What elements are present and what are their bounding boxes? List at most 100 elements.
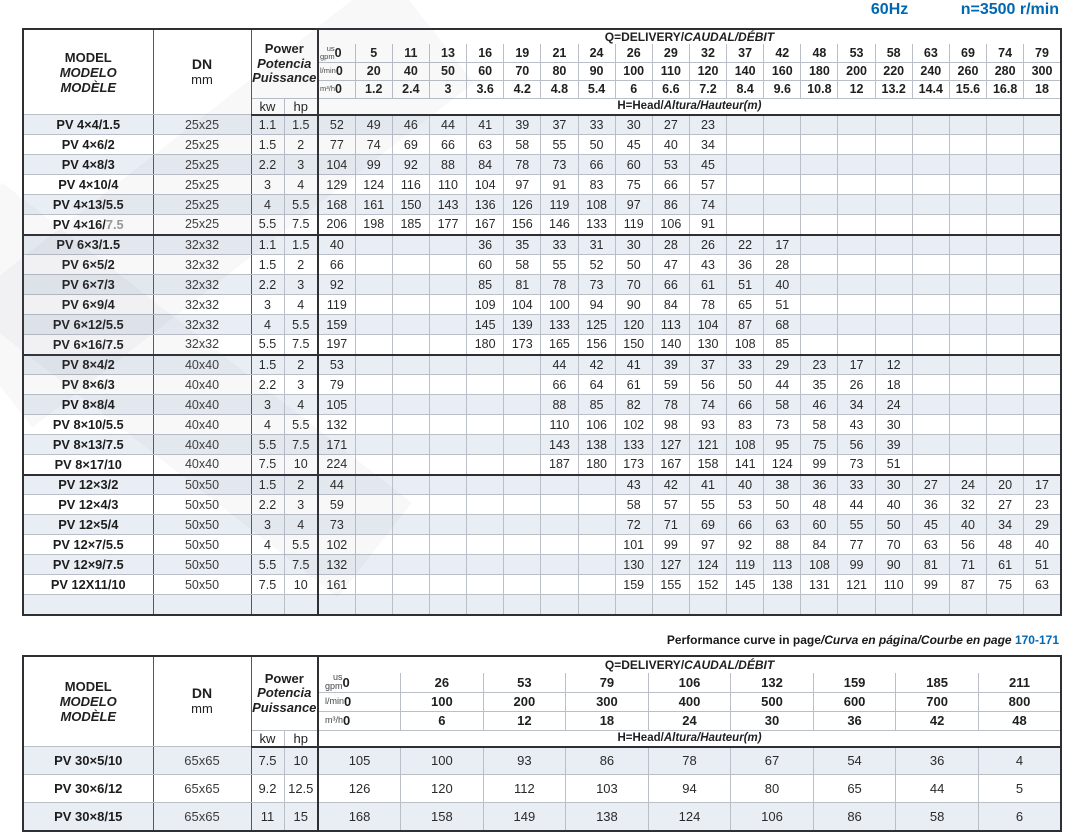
flow-unit-cell: m³/h 0 [317,80,356,99]
kw-cell: 1.5 [250,254,285,275]
head-value-cell: 50 [874,514,913,535]
head-value-cell: 106 [651,214,690,236]
head-value-cell: 75 [614,174,653,195]
head-value-cell: 158 [400,802,484,832]
dn-column-header: DN mm [152,28,252,115]
head-value-cell: 143 [428,194,468,215]
head-value-cell [948,154,988,175]
head-value-cell [354,474,393,495]
head-value-cell: 24 [874,394,913,415]
table-row: PV 12×3/2 50x50 1.5 2 44 43 42 41 40 38 36 33 30 27 24… [22,474,1062,495]
head-value-cell: 86 [812,802,897,832]
flow-value-cell: 200 [837,62,876,81]
flow-value-cell: 6 [614,80,653,99]
head-value-cell: 104 [317,154,356,175]
head-value-cell: 84 [651,294,690,315]
head-value-cell [800,194,839,215]
head-value-cell [948,434,988,455]
head-value-cell: 138 [577,434,616,455]
head-value-cell [428,354,468,375]
kw-cell: 5.5 [250,434,285,455]
flow-value-cell: 53 [482,673,567,693]
model-cell: PV 12×5/4 [22,514,154,535]
flow-value-cell: 300 [565,692,649,712]
head-value-cell: 102 [317,534,356,555]
head-value-cell: 66 [651,274,690,295]
flow-value-cell: 24 [577,44,616,63]
delivery-header: Q=DELIVERY/CAUDAL/DÉBIT [317,655,1062,673]
head-value-cell [726,174,765,195]
head-value-cell: 68 [763,314,802,335]
head-value-cell: 94 [647,774,732,803]
head-value-cell: 57 [688,174,728,195]
head-value-cell [763,594,802,616]
head-value-cell: 159 [317,314,356,335]
hp-cell: 10 [283,574,320,595]
head-value-cell [1023,414,1062,435]
head-value-cell [428,514,468,535]
table-row: PV 6×7/3 32x32 2.2 3 92 85 81 78 73 70 66 61 51 40 [22,274,1062,295]
head-value-cell [354,374,393,395]
head-value-cell: 73 [763,414,802,435]
table-row: PV 8×4/2 40x40 1.5 2 53 44 42 41 39 37 33 29 23 17 12 [22,354,1062,375]
head-value-cell [1023,174,1062,195]
head-value-cell [466,354,505,375]
head-value-cell: 27 [911,474,950,495]
head-value-cell: 55 [837,514,876,535]
head-value-cell: 63 [911,534,950,555]
head-value-cell: 55 [540,134,579,155]
hp-cell: 1.5 [283,234,320,255]
head-value-cell [540,494,579,515]
kw-cell: 2.2 [250,494,285,515]
flow-value-cell: 79 [565,673,649,693]
head-value-cell [428,254,468,275]
flow-value-cell: 159 [812,673,897,693]
head-value-cell: 55 [688,494,728,515]
head-value-cell: 168 [317,802,402,832]
head-value-cell: 130 [688,334,728,356]
flow-unit-cell: l/min 0 [317,62,356,81]
head-value-cell: 67 [730,746,814,775]
head-value-cell: 33 [540,234,579,255]
head-value-cell [986,294,1025,315]
dn-cell: 32x32 [152,274,252,295]
model-cell: PV 6×12/5.5 [22,314,154,335]
head-value-cell [540,514,579,535]
hp-cell: 7.5 [283,214,320,236]
flow-value-cell: 400 [647,692,732,712]
head-value-cell: 58 [503,134,542,155]
model-cell: PV 6×3/1.5 [22,234,154,255]
head-value-cell: 150 [391,194,430,215]
head-value-cell [428,574,468,595]
pages-link[interactable]: 170-171 [1014,633,1059,647]
head-value-cell: 34 [837,394,876,415]
head-value-cell: 104 [466,174,505,195]
head-value-cell: 45 [614,134,653,155]
head-value-cell: 197 [317,334,356,356]
head-value-cell: 173 [614,454,653,476]
flow-value-cell: 6.6 [651,80,690,99]
flow-value-cell: 24 [647,711,732,731]
head-value-cell: 44 [895,774,979,803]
head-value-cell: 31 [577,234,616,255]
head-value-cell: 88 [428,154,468,175]
head-header: H=Head/Altura/Hauteur(m) [317,729,1062,748]
flow-value-cell: 4.8 [540,80,579,99]
head-value-cell [391,494,430,515]
flow-value-cell: 18 [1023,80,1062,99]
hp-cell: 4 [283,514,320,535]
head-value-cell: 167 [466,214,505,236]
head-value-cell: 90 [874,554,913,575]
head-value-cell [354,354,393,375]
head-value-cell [986,334,1025,356]
kw-cell: 1.5 [250,474,285,495]
head-value-cell [800,294,839,315]
head-value-cell: 71 [651,514,690,535]
head-value-cell [503,554,542,575]
model-label-es: MODELO [59,64,117,80]
head-value-cell: 66 [428,134,468,155]
flow-value-cell: 15.6 [948,80,988,99]
head-value-cell: 85 [763,334,802,356]
hp-cell: 5.5 [283,414,320,435]
table-row: PV 12×5/4 50x50 3 4 73 72 71 69 66 63 60 55 50 45 40 34… [22,514,1062,535]
